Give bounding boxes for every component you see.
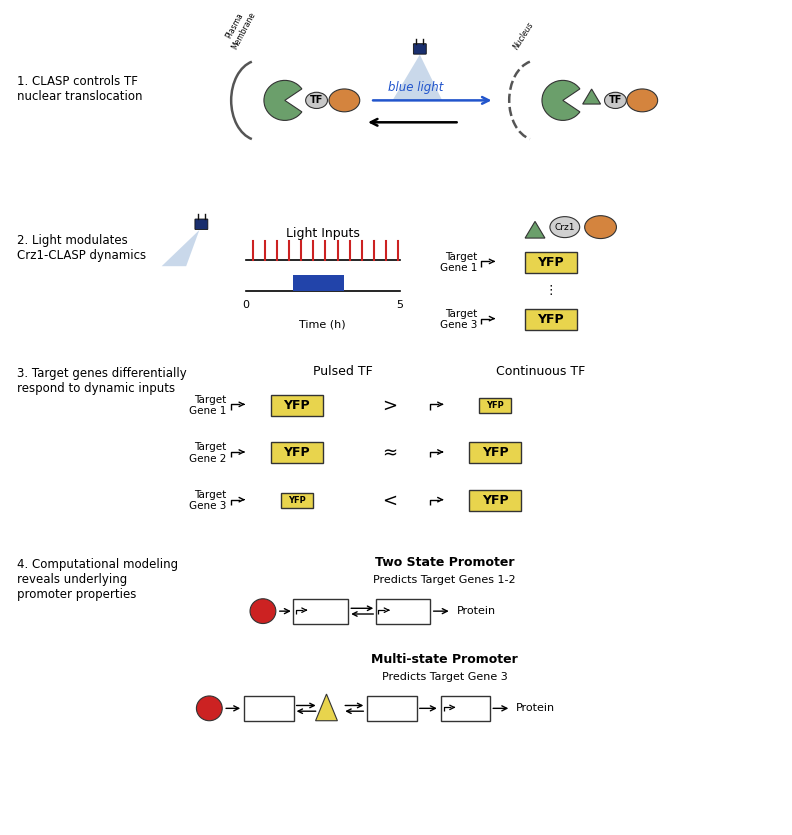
Polygon shape	[583, 89, 600, 104]
Text: YFP: YFP	[482, 494, 508, 507]
FancyBboxPatch shape	[525, 309, 577, 330]
Text: TF: TF	[310, 95, 323, 105]
Text: TF: TF	[609, 95, 623, 105]
Text: YFP: YFP	[538, 313, 564, 326]
Text: Plasma
Membrane: Plasma Membrane	[221, 6, 257, 51]
FancyBboxPatch shape	[271, 443, 322, 463]
Text: Protein: Protein	[456, 606, 496, 616]
Text: Target
Gene 3: Target Gene 3	[440, 309, 478, 331]
Text: Predicts Target Genes 1-2: Predicts Target Genes 1-2	[373, 575, 516, 585]
Text: Multi-state Promoter: Multi-state Promoter	[371, 653, 518, 666]
Text: Pulsed TF: Pulsed TF	[313, 365, 372, 378]
Text: blue light: blue light	[388, 80, 444, 94]
Ellipse shape	[584, 215, 616, 239]
Text: YFP: YFP	[482, 447, 508, 459]
FancyBboxPatch shape	[195, 219, 208, 230]
FancyBboxPatch shape	[440, 696, 490, 721]
FancyBboxPatch shape	[375, 599, 430, 624]
FancyBboxPatch shape	[293, 275, 345, 291]
Polygon shape	[525, 221, 545, 238]
Text: YFP: YFP	[287, 496, 306, 505]
Polygon shape	[315, 694, 337, 721]
Text: Target
Gene 1: Target Gene 1	[188, 394, 227, 416]
Circle shape	[250, 599, 276, 624]
Text: ≈: ≈	[383, 444, 398, 462]
FancyBboxPatch shape	[293, 599, 348, 624]
FancyBboxPatch shape	[271, 395, 322, 416]
Ellipse shape	[550, 216, 580, 238]
FancyBboxPatch shape	[479, 397, 511, 413]
Text: YFP: YFP	[284, 399, 310, 412]
Text: YFP: YFP	[486, 401, 505, 410]
Text: ⋮: ⋮	[545, 285, 557, 297]
Text: Two State Promoter: Two State Promoter	[375, 556, 515, 569]
Text: YFP: YFP	[538, 256, 564, 269]
Text: 5: 5	[397, 301, 403, 311]
Circle shape	[196, 696, 223, 721]
Text: 3. Target genes differentially
respond to dynamic inputs: 3. Target genes differentially respond t…	[17, 367, 186, 395]
Text: YFP: YFP	[284, 447, 310, 459]
Polygon shape	[393, 54, 442, 100]
Text: 0: 0	[242, 301, 249, 311]
FancyBboxPatch shape	[470, 490, 521, 511]
Text: 4. Computational modeling
reveals underlying
promoter properties: 4. Computational modeling reveals underl…	[17, 558, 178, 600]
Polygon shape	[162, 230, 200, 266]
FancyBboxPatch shape	[525, 252, 577, 273]
Text: Target
Gene 2: Target Gene 2	[188, 443, 227, 463]
Ellipse shape	[306, 93, 327, 109]
Wedge shape	[264, 80, 302, 120]
Ellipse shape	[329, 89, 360, 112]
Text: Crz1: Crz1	[554, 223, 575, 231]
Text: Continuous TF: Continuous TF	[497, 365, 585, 378]
Text: <: <	[383, 492, 398, 509]
Wedge shape	[542, 80, 580, 120]
Text: Protein: Protein	[516, 703, 555, 713]
Text: Target
Gene 3: Target Gene 3	[188, 490, 227, 511]
Text: >: >	[383, 397, 398, 414]
FancyBboxPatch shape	[413, 43, 426, 54]
FancyBboxPatch shape	[281, 493, 313, 509]
Text: Nucleus: Nucleus	[512, 20, 536, 51]
Text: Time (h): Time (h)	[299, 320, 346, 330]
FancyBboxPatch shape	[470, 443, 521, 463]
FancyBboxPatch shape	[367, 696, 417, 721]
Text: Predicts Target Gene 3: Predicts Target Gene 3	[382, 672, 508, 682]
Ellipse shape	[604, 93, 626, 109]
Text: 2. Light modulates
Crz1-CLASP dynamics: 2. Light modulates Crz1-CLASP dynamics	[17, 234, 146, 262]
Text: Light Inputs: Light Inputs	[286, 227, 360, 240]
FancyBboxPatch shape	[244, 696, 294, 721]
Text: Target
Gene 1: Target Gene 1	[440, 251, 478, 273]
Ellipse shape	[627, 89, 657, 112]
Text: 1. CLASP controls TF
nuclear translocation: 1. CLASP controls TF nuclear translocati…	[17, 74, 143, 103]
